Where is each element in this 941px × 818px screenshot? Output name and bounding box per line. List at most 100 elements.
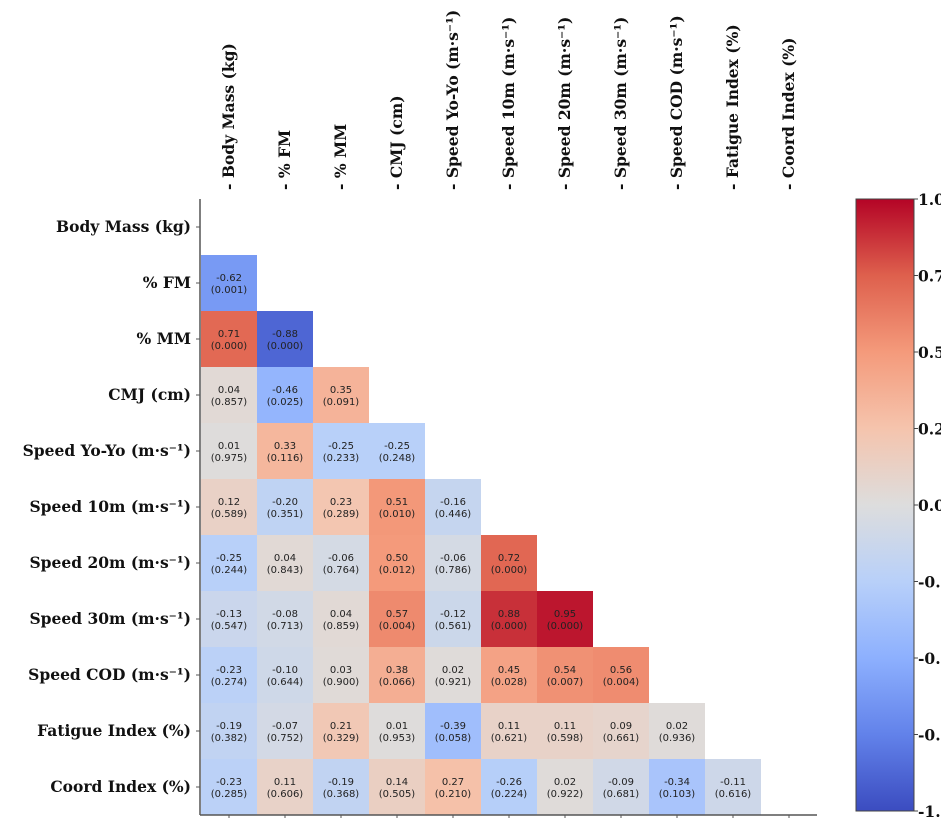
cell-r-value: 0.12: [218, 497, 240, 508]
cell-r-value: -0.08: [272, 609, 298, 620]
cell-r-value: 0.03: [330, 665, 352, 676]
cell-r-value: 0.27: [442, 777, 464, 788]
cell-r-value: 0.01: [386, 721, 408, 732]
cell-p-value: (0.606): [267, 789, 304, 800]
colorbar-tick-label: 0.25: [918, 420, 941, 439]
cell-p-value: (0.764): [323, 565, 360, 576]
cell-p-value: (0.210): [435, 789, 472, 800]
colorbar-tick-label: -0.25: [918, 573, 941, 592]
cell-r-value: 0.95: [554, 609, 576, 620]
cell-r-value: -0.26: [496, 777, 522, 788]
heatmap-cell: [593, 647, 649, 703]
cell-r-value: 0.01: [218, 441, 240, 452]
cell-p-value: (0.589): [211, 509, 248, 520]
heatmap-cell: [369, 703, 425, 759]
y-tick-label: Speed Yo-Yo (m·s⁻¹): [23, 441, 191, 460]
cell-p-value: (0.066): [379, 677, 416, 688]
heatmap-cell: [593, 759, 649, 815]
cell-p-value: (0.713): [267, 621, 304, 632]
heatmap-cell: [201, 647, 257, 703]
cell-r-value: -0.10: [272, 665, 298, 676]
cell-r-value: 0.04: [330, 609, 352, 620]
x-tick-label: - % MM: [331, 124, 350, 190]
cell-p-value: (0.561): [435, 621, 472, 632]
y-tick-label: % MM: [137, 329, 191, 348]
heatmap-cell: [369, 647, 425, 703]
cell-p-value: (0.547): [211, 621, 248, 632]
cell-p-value: (0.900): [323, 677, 360, 688]
heatmap-cell: [201, 479, 257, 535]
cell-r-value: -0.39: [440, 721, 466, 732]
heatmap-cell: [201, 423, 257, 479]
cell-p-value: (0.028): [491, 677, 528, 688]
cell-r-value: -0.19: [216, 721, 242, 732]
cell-p-value: (0.843): [267, 565, 304, 576]
cell-r-value: -0.23: [216, 777, 242, 788]
cell-p-value: (0.644): [267, 677, 304, 688]
cell-r-value: -0.07: [272, 721, 298, 732]
heatmap-cell: [201, 535, 257, 591]
y-tick-label: CMJ (cm): [108, 385, 191, 404]
colorbar-tick-label: -0.75: [918, 726, 941, 745]
cell-r-value: 0.54: [554, 665, 576, 676]
cell-p-value: (0.936): [659, 733, 696, 744]
cell-p-value: (0.000): [267, 341, 304, 352]
heatmap-cell: [257, 423, 313, 479]
cell-p-value: (0.004): [603, 677, 640, 688]
heatmap-cell: [537, 703, 593, 759]
heatmap-cell: [425, 479, 481, 535]
heatmap-cell: [201, 367, 257, 423]
cell-r-value: 0.57: [386, 609, 408, 620]
cell-p-value: (0.681): [603, 789, 640, 800]
cell-r-value: 0.04: [218, 385, 240, 396]
cell-p-value: (0.248): [379, 453, 416, 464]
x-tick-label: - Fatigue Index (%): [723, 24, 742, 190]
heatmap-cell: [201, 255, 257, 311]
cell-r-value: 0.21: [330, 721, 352, 732]
cell-p-value: (0.116): [267, 453, 304, 464]
cell-p-value: (0.621): [491, 733, 528, 744]
heatmap-cell: [257, 479, 313, 535]
heatmap-cell: [425, 591, 481, 647]
cell-p-value: (0.505): [379, 789, 416, 800]
y-tick-label: % FM: [143, 273, 191, 292]
cell-p-value: (0.786): [435, 565, 472, 576]
heatmap-cell: [257, 591, 313, 647]
cell-r-value: 0.45: [498, 665, 520, 676]
y-tick-label: Body Mass (kg): [56, 217, 191, 236]
heatmap-cell: [369, 535, 425, 591]
cell-r-value: 0.14: [386, 777, 408, 788]
heatmap-cell: [481, 647, 537, 703]
y-tick-label: Speed 10m (m·s⁻¹): [29, 497, 191, 516]
colorbar-tick-label: -0.50: [918, 649, 941, 668]
heatmap-cell: [425, 647, 481, 703]
cell-r-value: -0.23: [216, 665, 242, 676]
heatmap-cell: [313, 367, 369, 423]
colorbar-tick-label: 0.75: [918, 267, 941, 286]
y-tick-label: Coord Index (%): [50, 777, 191, 796]
heatmap-cell: [313, 703, 369, 759]
cell-p-value: (0.329): [323, 733, 360, 744]
cell-r-value: -0.25: [384, 441, 410, 452]
heatmap-cell: [481, 703, 537, 759]
x-tick-label: - CMJ (cm): [387, 95, 406, 190]
heatmap-cell: [201, 703, 257, 759]
cell-p-value: (0.446): [435, 509, 472, 520]
cell-p-value: (0.007): [547, 677, 584, 688]
cell-r-value: -0.62: [216, 273, 242, 284]
colorbar: [855, 198, 915, 812]
cell-r-value: 0.71: [218, 329, 240, 340]
heatmap-cell: [537, 591, 593, 647]
cell-r-value: -0.25: [216, 553, 242, 564]
cell-p-value: (0.922): [547, 789, 584, 800]
cell-r-value: 0.50: [386, 553, 408, 564]
cell-r-value: 0.88: [498, 609, 520, 620]
cell-r-value: 0.09: [610, 721, 632, 732]
heatmap-cell: [313, 591, 369, 647]
colorbar-tick-label: -1.00: [918, 802, 941, 818]
cell-p-value: (0.233): [323, 453, 360, 464]
heatmap-cell: [705, 759, 761, 815]
cell-p-value: (0.351): [267, 509, 304, 520]
heatmap-cell: [425, 703, 481, 759]
